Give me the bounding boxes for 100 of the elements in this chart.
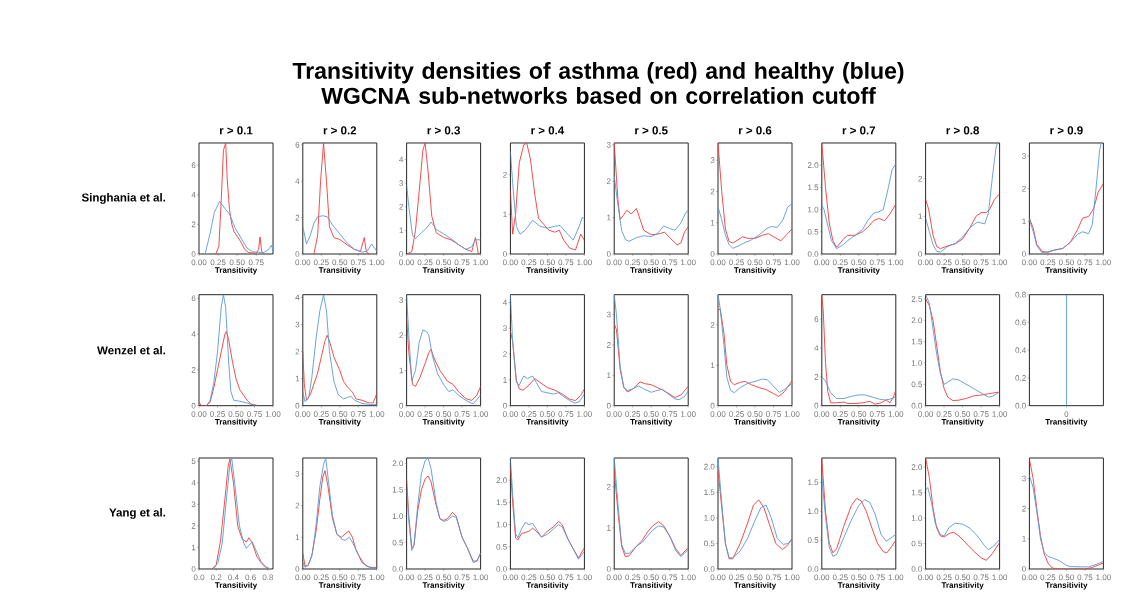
x-tick-label: 1.00: [992, 259, 1008, 266]
y-tick-label: 0: [191, 402, 196, 409]
x-tick-label: 0.25: [729, 574, 744, 581]
y-tick-label: 3: [295, 321, 300, 328]
x-axis-title: Transitivity: [630, 582, 673, 590]
y-tick-label: 2.0: [807, 162, 819, 169]
x-tick-label: 0.50: [747, 259, 763, 266]
y-tick-label: 4: [295, 178, 300, 184]
line-series: [302, 334, 377, 404]
x-tick-label: 0.00: [814, 411, 830, 417]
x-tick-label: 0.00: [295, 574, 311, 581]
x-tick-label: 0.00: [502, 411, 518, 417]
x-tick-label: 0.50: [332, 259, 348, 266]
x-tick-label: 0.75: [350, 574, 366, 581]
chart-title: r > 0.4: [531, 126, 565, 135]
y-tick-label: 0.5: [911, 540, 923, 547]
x-tick-label: 0.75: [454, 259, 470, 266]
x-axis-title: Transitivity: [837, 418, 880, 427]
x-tick-label: 0.25: [729, 259, 744, 266]
line-series: [510, 142, 585, 251]
y-tick-label: 0.0: [1015, 402, 1026, 409]
x-tick-label: 0.50: [332, 411, 348, 417]
y-tick-label: 4: [191, 192, 196, 198]
x-tick-label: 0.50: [229, 259, 245, 266]
y-tick-label: 0: [399, 251, 404, 257]
x-axis-title: Transitivity: [422, 582, 465, 590]
y-tick-label: 1.5: [496, 499, 507, 506]
y-tick-label: 0.0: [911, 402, 923, 409]
x-tick-label: 0.25: [210, 411, 225, 417]
x-tick-label: 0.50: [955, 259, 971, 266]
x-tick-label: 0.75: [662, 411, 678, 417]
x-tick-label: 0.00: [191, 259, 207, 266]
y-tick-label: 0: [399, 402, 404, 409]
y-tick-label: 4: [295, 294, 300, 301]
x-tick-label: 1.00: [369, 259, 385, 266]
y-tick-label: 0.0: [392, 566, 404, 572]
x-tick-label: 0.25: [936, 411, 952, 417]
line-series: [313, 142, 370, 254]
line-series: [1029, 458, 1104, 569]
chart-title: r > 0.1: [219, 126, 253, 135]
x-axis-title: Transitivity: [837, 582, 880, 590]
line-series: [302, 215, 377, 253]
x-axis-title: Transitivity: [733, 582, 777, 590]
line-series: [205, 294, 255, 406]
x-tick-label: 1.00: [577, 574, 592, 581]
y-tick-label: 4: [191, 331, 196, 337]
x-tick-label: 0.50: [332, 574, 348, 581]
line-series: [925, 193, 1000, 250]
y-tick-label: 0.6: [1015, 319, 1026, 326]
x-tick-label: 0.75: [248, 259, 264, 266]
y-tick-label: 2.0: [911, 464, 923, 470]
y-tick-label: 2.0: [911, 317, 923, 324]
y-tick-label: 1.5: [392, 486, 404, 493]
y-tick-label: 3: [606, 311, 611, 318]
y-tick-label: 0: [918, 251, 923, 257]
x-axis-title: Transitivity: [1045, 582, 1088, 590]
x-tick-label: 0.25: [936, 574, 952, 581]
y-tick-label: 4: [502, 299, 507, 306]
x-tick-label: 0.00: [399, 411, 415, 417]
x-tick-label: 0.50: [1058, 574, 1074, 581]
y-tick-label: 0.5: [704, 540, 715, 547]
y-tick-label: 2: [399, 332, 404, 338]
line-series: [821, 458, 896, 554]
y-tick-label: 6: [814, 316, 819, 323]
y-tick-label: 1: [710, 362, 715, 369]
y-tick-label: 1.0: [704, 515, 715, 521]
line-series: [302, 294, 377, 405]
x-axis-title: Transitivity: [526, 582, 569, 590]
x-tick-label: 1.00: [992, 411, 1008, 417]
x-tick-label: 0: [1064, 411, 1069, 417]
y-tick-label: 0.0: [496, 566, 507, 572]
x-tick-label: 0.50: [851, 411, 867, 417]
x-tick-label: 0.25: [417, 574, 433, 581]
x-axis-title: Transitivity: [941, 267, 984, 275]
x-tick-label: 1.00: [369, 574, 385, 581]
x-tick-label: 0.00: [1021, 574, 1037, 581]
x-tick-label: 0.25: [936, 259, 952, 266]
y-tick-label: 2: [399, 203, 404, 210]
x-tick-label: 1.00: [473, 574, 489, 581]
x-axis-title: Transitivity: [733, 418, 777, 427]
y-tick-label: 2: [606, 342, 611, 348]
x-tick-label: 0.50: [747, 574, 763, 581]
y-tick-label: 1: [1022, 536, 1026, 542]
y-tick-label: 1: [191, 544, 196, 551]
y-tick-label: 2: [295, 348, 300, 355]
x-tick-label: 1.00: [784, 574, 800, 581]
y-tick-label: 1: [295, 375, 300, 382]
y-tick-label: 1.0: [496, 521, 507, 528]
x-tick-label: 1.00: [1096, 574, 1111, 581]
line-series: [925, 142, 998, 253]
x-tick-label: 1.00: [369, 411, 385, 417]
y-tick-label: 1.0: [808, 508, 819, 515]
x-tick-label: 0.75: [454, 574, 470, 581]
y-tick-label: 0.0: [807, 251, 819, 257]
x-tick-label: 0.75: [766, 574, 781, 581]
x-tick-label: 0.50: [747, 411, 763, 417]
x-tick-label: 0.00: [814, 259, 830, 266]
line-series: [821, 376, 896, 401]
x-tick-label: 0.00: [710, 259, 726, 266]
x-tick-label: 0.75: [662, 574, 678, 581]
